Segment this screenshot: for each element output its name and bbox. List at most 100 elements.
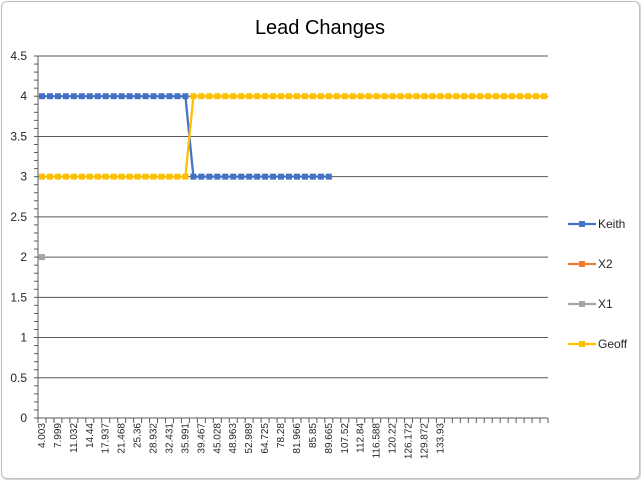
data-point-geoff [501,93,508,100]
legend: Keith X2 X1 Geoff [568,217,628,351]
plot-series [38,93,548,261]
data-point-keith [238,173,245,180]
legend-label: Keith [598,217,625,231]
y-tick-label: 4 [20,89,27,103]
data-point-geoff [373,93,380,100]
x-tick-label: 39.467 [196,423,207,454]
data-point-geoff [413,93,420,100]
data-point-keith [38,93,45,100]
data-point-keith [94,93,101,100]
gridlines [38,55,548,379]
data-point-keith [246,173,253,180]
legend-label: X1 [598,297,613,311]
x-tick-label: 116.588 [372,423,383,459]
data-point-geoff [70,173,77,180]
data-point-geoff [54,173,61,180]
data-point-geoff [94,173,101,180]
data-point-geoff [461,93,468,100]
data-point-keith [86,93,93,100]
legend-marker [579,221,585,227]
data-point-geoff [254,93,261,100]
data-point-geoff [477,93,484,100]
data-point-keith [134,93,141,100]
chart-title: Lead Changes [255,17,385,39]
x-axis: 4.003 7.999 11.032 14.44 17.937 21.468 25.36 28… [37,417,549,460]
y-tick-label: 4.5 [10,49,27,63]
x-tick-label: 133.93 [435,423,446,454]
data-point-keith [214,173,221,180]
data-point-keith [110,93,117,100]
data-point-geoff [541,93,548,100]
data-point-geoff [389,93,396,100]
data-point-keith [301,173,308,180]
x-tick-label: 7.999 [53,423,64,448]
data-point-geoff [333,93,340,100]
data-point-geoff [421,93,428,100]
data-point-geoff [174,173,181,180]
legend-item-keith: Keith [568,217,625,231]
x-tick-label: 126.172 [404,423,415,460]
x-tick-label: 32.431 [164,423,175,454]
data-point-keith [142,93,149,100]
data-point-geoff [62,173,69,180]
data-point-geoff [445,93,452,100]
x-tick-label: 129.872 [419,423,430,460]
x-tick-label: 11.032 [69,423,80,453]
legend-marker [579,301,585,307]
data-point-keith [70,93,77,100]
x-tick-label: 112.84 [356,423,367,453]
data-point-keith [46,93,53,100]
data-point-geoff [222,93,229,100]
data-point-keith [102,93,109,100]
x-tick-label: 21.468 [117,423,128,454]
data-point-keith [54,93,61,100]
data-point-geoff [325,93,332,100]
data-point-keith [118,93,125,100]
data-point-geoff [485,93,492,100]
data-point-keith [166,93,173,100]
y-tick-label: 0.5 [10,371,27,385]
data-point-keith [150,93,157,100]
data-point-keith [78,93,85,100]
data-point-geoff [349,93,356,100]
data-point-geoff [357,93,364,100]
data-point-geoff [278,93,285,100]
y-tick-label: 1.5 [10,290,27,304]
x-tick-label: 52.989 [244,423,255,454]
y-tick-label: 3.5 [10,129,27,143]
data-point-geoff [381,93,388,100]
data-point-geoff [525,93,532,100]
data-point-geoff [198,93,205,100]
data-point-geoff [230,93,237,100]
x-tick-label: 120.22 [388,423,399,454]
data-point-geoff [317,93,324,100]
data-point-geoff [270,93,277,100]
data-point-geoff [429,93,436,100]
data-point-geoff [453,93,460,100]
data-point-geoff [517,93,524,100]
data-point-keith [293,173,300,180]
data-point-keith [309,173,316,180]
data-point-geoff [214,93,221,100]
data-point-geoff [78,173,85,180]
x-tick-label: 28.932 [149,423,160,454]
x-tick-label: 45.028 [212,423,223,454]
data-point-keith [230,173,237,180]
data-point-geoff [158,173,165,180]
series-line-geoff [41,95,545,178]
y-tick-label: 1 [20,331,27,345]
legend-label: X2 [598,257,613,271]
data-point-geoff [365,93,372,100]
data-point-geoff [293,93,300,100]
x-tick-label: 25.36 [133,423,144,448]
series-geoff [38,93,548,180]
data-point-geoff [142,173,149,180]
data-point-geoff [118,173,125,180]
y-tick-label: 0 [20,411,27,425]
data-point-geoff [134,173,141,180]
data-point-keith [262,173,269,180]
data-point-keith [325,173,332,180]
series-keith [38,93,332,180]
x-tick-label: 4.003 [37,423,48,448]
